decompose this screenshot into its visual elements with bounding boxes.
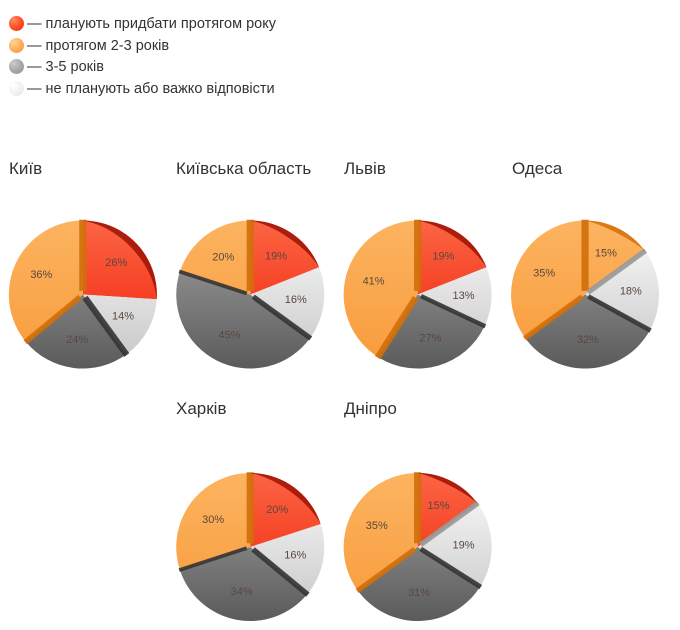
- svg-text:16%: 16%: [284, 550, 306, 562]
- svg-text:15%: 15%: [595, 248, 617, 260]
- svg-text:24%: 24%: [66, 334, 88, 346]
- svg-text:36%: 36%: [30, 269, 52, 281]
- svg-text:35%: 35%: [533, 268, 555, 280]
- svg-text:32%: 32%: [577, 334, 599, 346]
- svg-text:20%: 20%: [212, 251, 234, 263]
- svg-text:41%: 41%: [363, 276, 385, 288]
- svg-text:18%: 18%: [620, 286, 642, 298]
- svg-text:19%: 19%: [452, 539, 474, 551]
- svg-text:31%: 31%: [408, 587, 430, 599]
- svg-text:27%: 27%: [419, 333, 441, 345]
- svg-text:30%: 30%: [202, 514, 224, 526]
- svg-text:19%: 19%: [265, 251, 287, 263]
- svg-text:34%: 34%: [231, 586, 253, 598]
- svg-text:13%: 13%: [452, 290, 474, 302]
- svg-text:26%: 26%: [105, 257, 127, 269]
- svg-text:35%: 35%: [366, 520, 388, 532]
- svg-text:19%: 19%: [432, 251, 454, 263]
- svg-text:20%: 20%: [266, 504, 288, 516]
- svg-text:45%: 45%: [218, 329, 240, 341]
- svg-text:14%: 14%: [112, 311, 134, 323]
- svg-text:15%: 15%: [427, 500, 449, 512]
- svg-text:16%: 16%: [285, 294, 307, 306]
